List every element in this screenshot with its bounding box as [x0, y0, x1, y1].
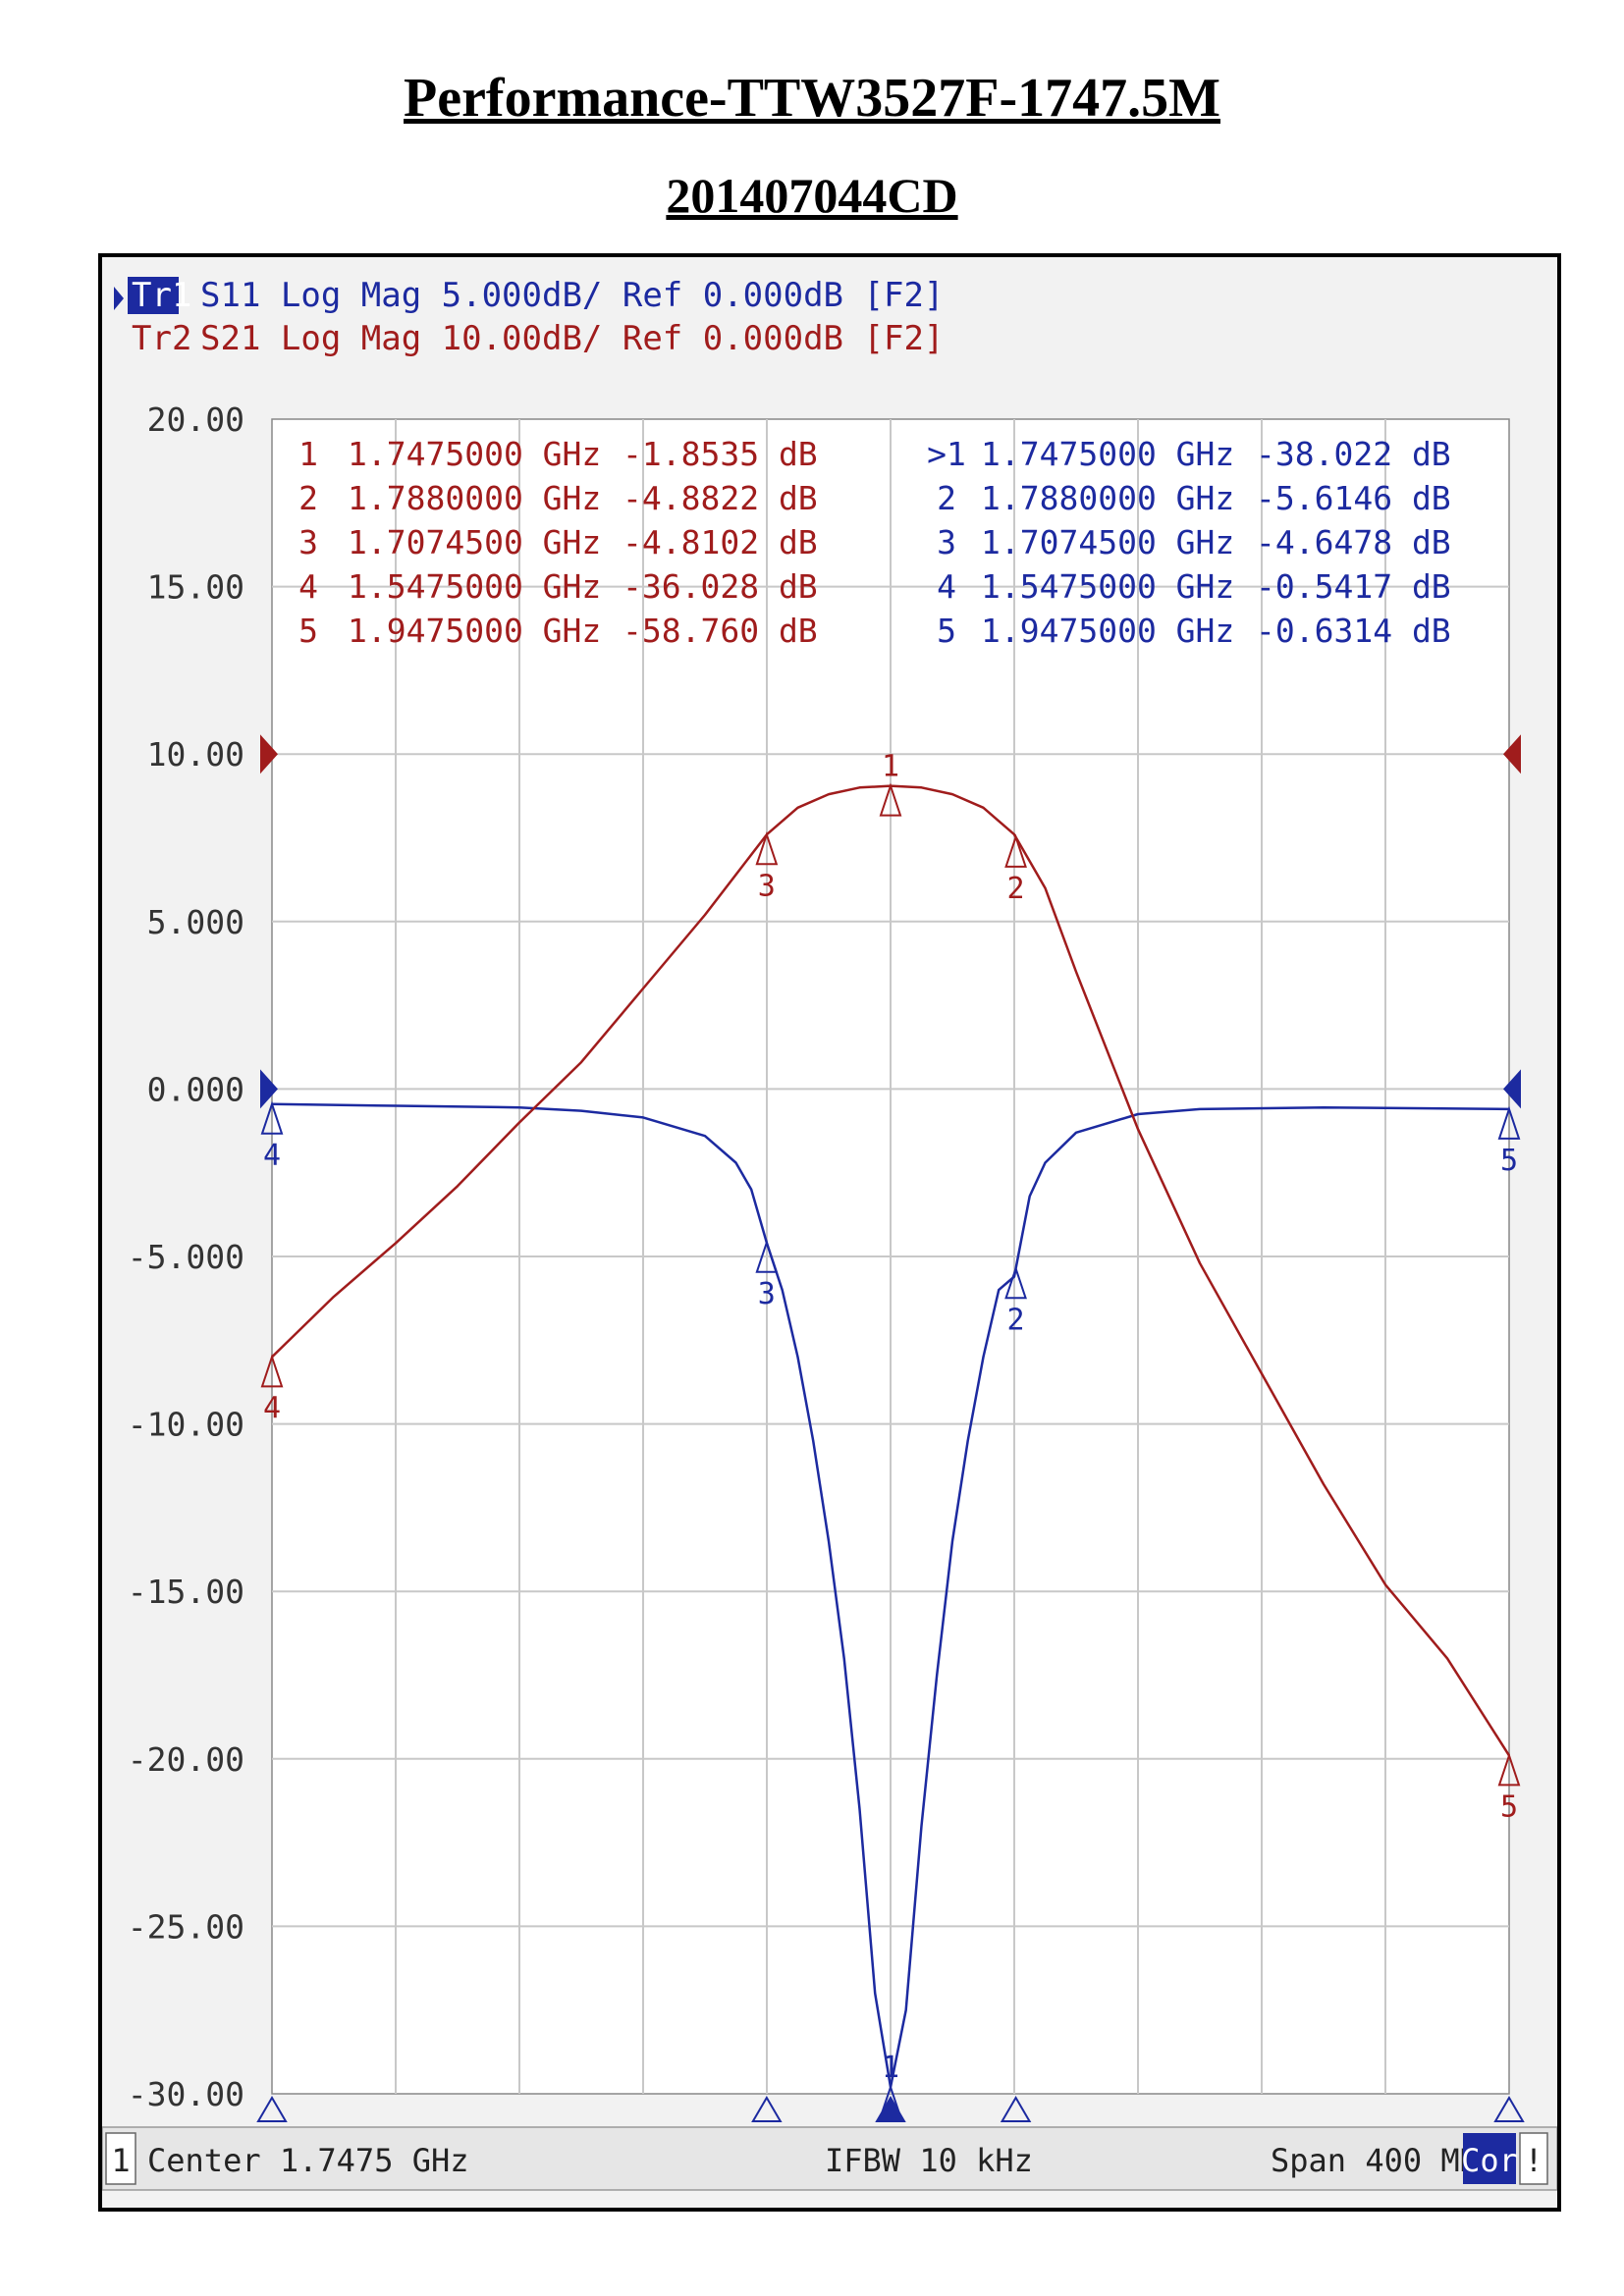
y-tick-label: -30.00	[128, 2075, 244, 2113]
y-tick-label: -25.00	[128, 1907, 244, 1946]
marker-table-s11-value: -5.6146 dB	[1256, 479, 1451, 517]
y-tick-label: 20.00	[147, 400, 244, 439]
y-tick-label: 15.00	[147, 568, 244, 607]
marker-s11-3	[755, 1239, 779, 1273]
marker-label-s21-2: 2	[1007, 872, 1025, 906]
y-tick-label: -10.00	[128, 1406, 244, 1444]
marker-table-s11-num: 3	[937, 523, 956, 561]
trace-tag-highlight	[128, 277, 179, 314]
status-alert: !	[1524, 2142, 1543, 2179]
marker-s21-4	[260, 1354, 284, 1388]
marker-label-s11-3: 3	[758, 1277, 776, 1311]
status-cor: Cor	[1461, 2142, 1518, 2179]
marker-s11-5	[1497, 1105, 1521, 1140]
marker-label-s21-4: 4	[263, 1391, 281, 1425]
stimulus-marker-5	[1493, 2096, 1525, 2122]
page-title: Performance-TTW3527F-1747.5M	[404, 68, 1220, 129]
marker-table-s21-value: -4.8822 dB	[623, 479, 818, 517]
ref-arrow-right-s11-icon	[1503, 1069, 1521, 1109]
y-tick-label: 10.00	[147, 735, 244, 774]
marker-table-s11-num: 5	[937, 612, 956, 650]
marker-table-s21-freq: 1.9475000 GHz	[348, 612, 601, 650]
status-channel: 1	[111, 2142, 130, 2179]
status-bar: 1 Center 1.7475 GHz IFBW 10 kHz Span 400 MH…	[102, 2126, 1557, 2191]
page-subtitle: 201407044CD	[666, 168, 958, 223]
y-tick-label: 0.000	[147, 1070, 244, 1108]
marker-table-s21-value: -36.028 dB	[623, 567, 818, 606]
marker-table-s21-freq: 1.5475000 GHz	[348, 567, 601, 606]
marker-table-s11-value: -38.022 dB	[1256, 435, 1451, 473]
y-tick-label: -20.00	[128, 1740, 244, 1779]
marker-s21-3	[755, 831, 779, 866]
ref-arrow-right-s21-icon	[1503, 734, 1521, 774]
marker-table-s21-value: -4.8102 dB	[623, 523, 818, 561]
marker-table-s11-freq: 1.7880000 GHz	[981, 479, 1234, 517]
series-line-s21	[271, 784, 1511, 1757]
trace-header-tr2: S21 Log Mag 10.00dB/ Ref 0.000dB [F2]	[200, 319, 944, 358]
stimulus-marker-4	[256, 2096, 288, 2122]
stimulus-marker-3	[751, 2096, 783, 2122]
series-line-s11	[271, 1102, 1510, 2089]
marker-table-s21-freq: 1.7074500 GHz	[348, 523, 601, 561]
active-trace-arrow-icon	[114, 287, 124, 310]
channel-box	[105, 2132, 136, 2185]
y-tick-labels: 20.00 15.00 10.00 5.000 0.000 -5.000 -10.00 -15…	[128, 400, 244, 2113]
marker-s21-5	[1497, 1752, 1521, 1787]
status-span: Span 400 MHz	[1271, 2142, 1497, 2179]
stimulus-marker-2	[1000, 2096, 1032, 2122]
status-ifbw: IFBW 10 kHz	[825, 2142, 1033, 2179]
marker-table-s21-num: 2	[298, 479, 318, 517]
reference-markers	[260, 734, 1521, 1109]
ref-arrow-left-s21-icon	[260, 734, 278, 774]
markers: 1 2 3 4 5 1 2 3 4 5	[256, 750, 1525, 2122]
vna-screen: Tr1 S11 Log Mag 5.000dB/ Ref 0.000dB [F2]…	[98, 253, 1561, 2212]
ref-arrow-left-s11-icon	[260, 1069, 278, 1109]
marker-table-s21-value: -1.8535 dB	[623, 435, 818, 473]
marker-table-s11-value: -0.5417 dB	[1256, 567, 1451, 606]
marker-label-s11-4: 4	[263, 1139, 281, 1173]
marker-tables: 1 1.7475000 GHz -1.8535 dB 2 1.7880000 GHz -4…	[298, 435, 1451, 650]
marker-table-s21-num: 3	[298, 523, 318, 561]
marker-s11-2	[1004, 1265, 1027, 1300]
marker-table-s11-value: -4.6478 dB	[1256, 523, 1451, 561]
marker-table-s21-num: 4	[298, 567, 318, 606]
marker-table-s21-num: 1	[298, 435, 318, 473]
marker-table-s11-value: -0.6314 dB	[1256, 612, 1451, 650]
alert-box	[1519, 2132, 1548, 2185]
stimulus-marker-1	[875, 2096, 906, 2122]
trace-header: Tr1 S11 Log Mag 5.000dB/ Ref 0.000dB [F2]…	[114, 276, 944, 358]
vna-chart: Tr1 S11 Log Mag 5.000dB/ Ref 0.000dB [F2]…	[102, 257, 1557, 2208]
marker-label-s21-1: 1	[882, 750, 899, 784]
grid	[272, 419, 1509, 2094]
marker-s11-4	[260, 1100, 284, 1135]
marker-label-s11-2: 2	[1007, 1303, 1025, 1337]
marker-table-s11-freq: 1.7475000 GHz	[981, 435, 1234, 473]
marker-table-s11-freq: 1.7074500 GHz	[981, 523, 1234, 561]
marker-label-s11-1: 1	[882, 2051, 899, 2085]
y-tick-label: -15.00	[128, 1573, 244, 1611]
marker-table-s11-freq: 1.9475000 GHz	[981, 612, 1234, 650]
marker-label-s21-5: 5	[1500, 1789, 1518, 1824]
marker-table-s21-freq: 1.7880000 GHz	[348, 479, 601, 517]
cor-badge	[1463, 2133, 1516, 2184]
marker-table-s11-freq: 1.5475000 GHz	[981, 567, 1234, 606]
marker-label-s21-3: 3	[758, 869, 776, 903]
marker-table-s11-num: >1	[927, 435, 966, 473]
marker-table-s21-freq: 1.7475000 GHz	[348, 435, 601, 473]
marker-table-s11-num: 4	[937, 567, 956, 606]
traces	[271, 784, 1511, 2089]
trace-tag-tr1: Tr1	[132, 276, 191, 315]
marker-table-s21-num: 5	[298, 612, 318, 650]
marker-label-s11-5: 5	[1500, 1144, 1518, 1178]
marker-table-s21-value: -58.760 dB	[623, 612, 818, 650]
trace-tag-tr2: Tr2	[132, 319, 191, 358]
status-center: Center 1.7475 GHz	[147, 2142, 469, 2179]
marker-s21-2	[1004, 833, 1027, 868]
trace-header-tr1: S11 Log Mag 5.000dB/ Ref 0.000dB [F2]	[200, 276, 944, 315]
y-tick-label: 5.000	[147, 903, 244, 941]
status-bar-bg	[102, 2126, 1557, 2191]
marker-table-s11-num: 2	[937, 479, 956, 517]
y-tick-label: -5.000	[128, 1238, 244, 1276]
marker-s21-1	[879, 782, 902, 817]
